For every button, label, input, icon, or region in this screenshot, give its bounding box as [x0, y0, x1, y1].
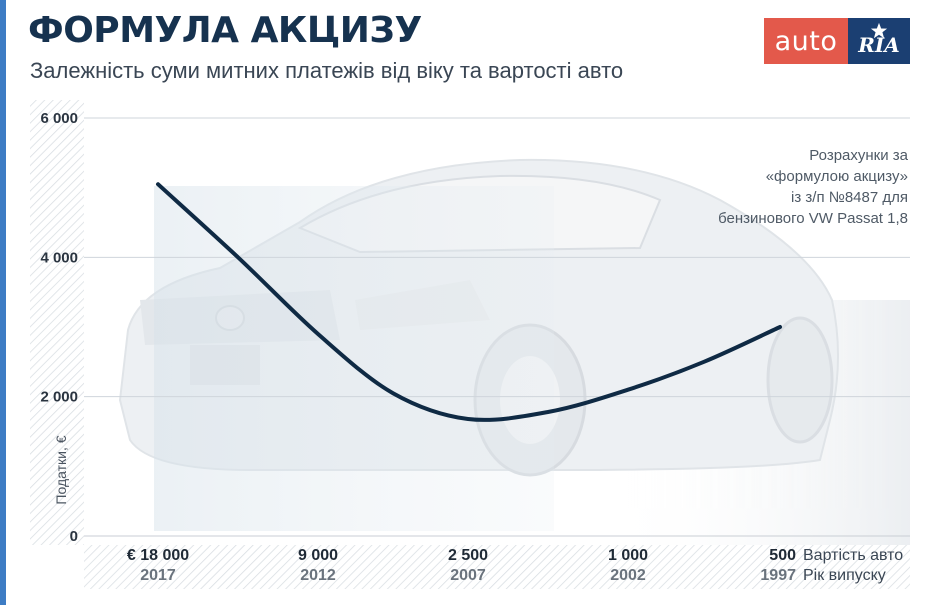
x-tick-label-year: 2002	[610, 567, 646, 584]
y-tick-label: 6 000	[40, 110, 78, 127]
y-tick-label: 4 000	[40, 249, 78, 266]
grid-layer	[84, 117, 910, 537]
note-line: «формулою акцизу»	[765, 168, 908, 185]
x-tick-label-value: 9 000	[298, 547, 338, 564]
note-line: із з/п №8487 для	[791, 189, 908, 206]
x-axis-band	[84, 545, 910, 589]
x-tick-label-year: 2007	[450, 567, 486, 584]
x-axis-label-year: Рік випуску	[803, 567, 886, 584]
x-tick-label-value: 1 000	[608, 547, 648, 564]
logo-auto-text: auto	[764, 18, 848, 64]
page-title: ФОРМУЛА АКЦИЗУ	[28, 10, 422, 51]
x-tick-label-year: 2017	[140, 567, 176, 584]
calculation-note: Розрахунки за «формулою акцизу» із з/п №…	[640, 145, 908, 229]
logo-ria-text: RIA	[858, 33, 900, 57]
x-axis-label-value: Вартість авто	[803, 547, 903, 564]
page-subtitle: Залежність суми митних платежів від віку…	[30, 58, 624, 83]
y-tick-label: 2 000	[40, 389, 78, 406]
star-icon	[870, 22, 888, 39]
y-tick-label: 0	[70, 528, 78, 545]
note-line: бензинового VW Passat 1,8	[718, 210, 908, 227]
tick-layer: 0 2 000 4 000 6 000 € 18 000 2017 9 000 2012 2 5…	[40, 110, 796, 584]
y-axis-label: Податки, €	[53, 435, 69, 504]
x-tick-label-year: 1997	[760, 567, 796, 584]
data-line	[156, 182, 782, 422]
x-tick-label-value: 500	[769, 547, 796, 564]
x-tick-label-value: € 18 000	[127, 547, 189, 564]
x-tick-label-year: 2012	[300, 567, 336, 584]
y-axis-band	[30, 100, 84, 545]
logo-ria-block: RIA	[848, 18, 910, 64]
accent-bar	[0, 0, 6, 605]
x-tick-label-value: 2 500	[448, 547, 488, 564]
autoria-logo[interactable]: auto RIA	[764, 18, 914, 64]
note-line: Розрахунки за	[809, 147, 908, 164]
